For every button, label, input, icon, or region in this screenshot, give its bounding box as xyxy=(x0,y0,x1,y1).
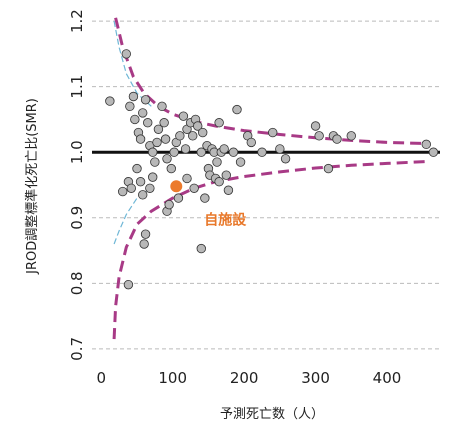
data-point xyxy=(121,49,131,59)
data-point xyxy=(182,173,192,184)
y-axis-title: JROD調整標準化死亡比(SMR) xyxy=(24,98,40,275)
data-point xyxy=(135,134,146,144)
x-tick-label: 0 xyxy=(97,369,107,387)
data-point xyxy=(196,147,206,157)
data-point xyxy=(310,121,321,131)
data-point xyxy=(428,147,439,157)
data-point xyxy=(128,91,139,102)
data-point xyxy=(232,104,242,115)
data-point xyxy=(235,157,246,167)
data-point xyxy=(200,193,210,203)
data-point xyxy=(160,134,171,144)
data-point xyxy=(126,183,136,193)
data-point xyxy=(164,199,174,210)
data-point xyxy=(173,193,184,203)
data-points xyxy=(105,49,439,290)
data-point xyxy=(219,144,229,154)
data-point xyxy=(148,147,158,157)
data-point xyxy=(148,172,158,182)
x-tick-label: 300 xyxy=(301,369,330,387)
data-point xyxy=(189,183,199,193)
data-point xyxy=(145,183,155,193)
data-point xyxy=(169,147,179,157)
data-point xyxy=(135,177,146,187)
data-point xyxy=(212,157,222,167)
data-point xyxy=(175,131,185,141)
data-point xyxy=(139,239,149,249)
data-point xyxy=(152,137,162,148)
data-point xyxy=(346,131,356,141)
data-point xyxy=(159,118,169,128)
data-point xyxy=(162,154,172,164)
y-tick-label: 0.8 xyxy=(68,271,86,295)
data-point xyxy=(323,163,334,174)
data-point xyxy=(153,124,164,134)
data-point xyxy=(140,229,151,239)
data-point xyxy=(157,101,167,112)
outer-upper-limit xyxy=(114,17,430,146)
data-point xyxy=(132,163,142,174)
y-tick-label: 0.7 xyxy=(68,337,86,361)
x-axis-title: 予測死亡数（人） xyxy=(220,407,324,422)
data-point xyxy=(198,127,208,138)
data-point xyxy=(421,139,431,150)
x-tick-labels: 0 100 200 300 400 xyxy=(97,369,402,387)
data-point xyxy=(193,121,203,131)
grid-lines xyxy=(92,20,440,350)
data-point xyxy=(166,163,176,174)
data-point xyxy=(228,147,239,157)
data-point xyxy=(332,134,342,144)
y-tick-label: 1.0 xyxy=(68,140,86,164)
data-point xyxy=(214,118,224,128)
data-point xyxy=(138,108,148,118)
data-point xyxy=(143,118,153,128)
data-point xyxy=(275,144,285,154)
x-tick-label: 200 xyxy=(230,369,259,387)
data-point xyxy=(138,190,148,200)
data-point xyxy=(223,185,234,195)
data-point xyxy=(280,154,291,164)
data-point xyxy=(180,144,191,154)
x-tick-label: 100 xyxy=(158,369,187,387)
data-point xyxy=(150,157,160,167)
data-point xyxy=(140,95,151,105)
outer-lower-limit xyxy=(112,159,430,340)
data-point xyxy=(314,131,324,141)
data-point xyxy=(130,114,140,125)
own-facility-label: 自施設 xyxy=(204,211,247,228)
y-tick-label: 0.9 xyxy=(68,206,86,230)
y-tick-labels: 0.7 0.8 0.9 1.0 1.1 1.2 xyxy=(68,9,86,361)
data-point xyxy=(196,243,206,254)
data-point xyxy=(125,101,135,112)
y-tick-label: 1.2 xyxy=(68,9,86,33)
data-point xyxy=(246,137,256,148)
data-point xyxy=(221,170,231,180)
data-point xyxy=(123,279,134,290)
data-point xyxy=(257,147,267,157)
data-point xyxy=(178,111,189,121)
y-tick-label: 1.1 xyxy=(68,75,86,99)
data-point xyxy=(188,131,198,141)
control-limit-curves xyxy=(112,17,430,340)
data-point xyxy=(214,177,224,187)
x-tick-label: 400 xyxy=(373,369,402,387)
own-facility-point xyxy=(169,179,184,194)
data-point xyxy=(105,96,115,106)
data-point xyxy=(268,127,278,138)
data-point xyxy=(118,186,128,197)
